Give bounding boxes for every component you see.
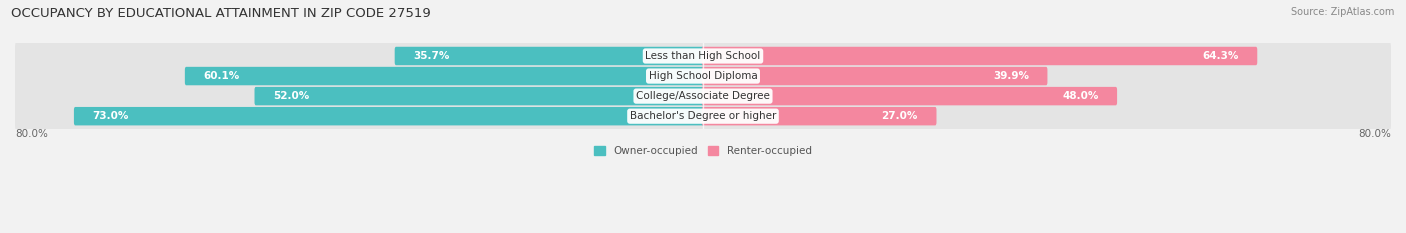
FancyBboxPatch shape (702, 87, 1118, 105)
Text: College/Associate Degree: College/Associate Degree (636, 91, 770, 101)
FancyBboxPatch shape (702, 67, 1047, 85)
Text: Less than High School: Less than High School (645, 51, 761, 61)
Text: OCCUPANCY BY EDUCATIONAL ATTAINMENT IN ZIP CODE 27519: OCCUPANCY BY EDUCATIONAL ATTAINMENT IN Z… (11, 7, 432, 20)
Text: High School Diploma: High School Diploma (648, 71, 758, 81)
Text: 35.7%: 35.7% (413, 51, 450, 61)
Text: 27.0%: 27.0% (882, 111, 918, 121)
Text: 73.0%: 73.0% (93, 111, 129, 121)
FancyBboxPatch shape (184, 67, 704, 85)
Text: Source: ZipAtlas.com: Source: ZipAtlas.com (1291, 7, 1395, 17)
FancyBboxPatch shape (254, 87, 704, 105)
FancyBboxPatch shape (15, 58, 1391, 94)
Text: 39.9%: 39.9% (993, 71, 1029, 81)
Text: 80.0%: 80.0% (1358, 129, 1391, 139)
FancyBboxPatch shape (75, 107, 704, 125)
FancyBboxPatch shape (702, 107, 936, 125)
Legend: Owner-occupied, Renter-occupied: Owner-occupied, Renter-occupied (591, 142, 815, 160)
FancyBboxPatch shape (395, 47, 704, 65)
Text: 60.1%: 60.1% (204, 71, 239, 81)
FancyBboxPatch shape (15, 78, 1391, 114)
Text: 64.3%: 64.3% (1202, 51, 1239, 61)
Text: 80.0%: 80.0% (15, 129, 48, 139)
FancyBboxPatch shape (15, 38, 1391, 74)
Text: Bachelor's Degree or higher: Bachelor's Degree or higher (630, 111, 776, 121)
FancyBboxPatch shape (15, 98, 1391, 134)
FancyBboxPatch shape (702, 47, 1257, 65)
Text: 48.0%: 48.0% (1062, 91, 1098, 101)
Text: 52.0%: 52.0% (273, 91, 309, 101)
